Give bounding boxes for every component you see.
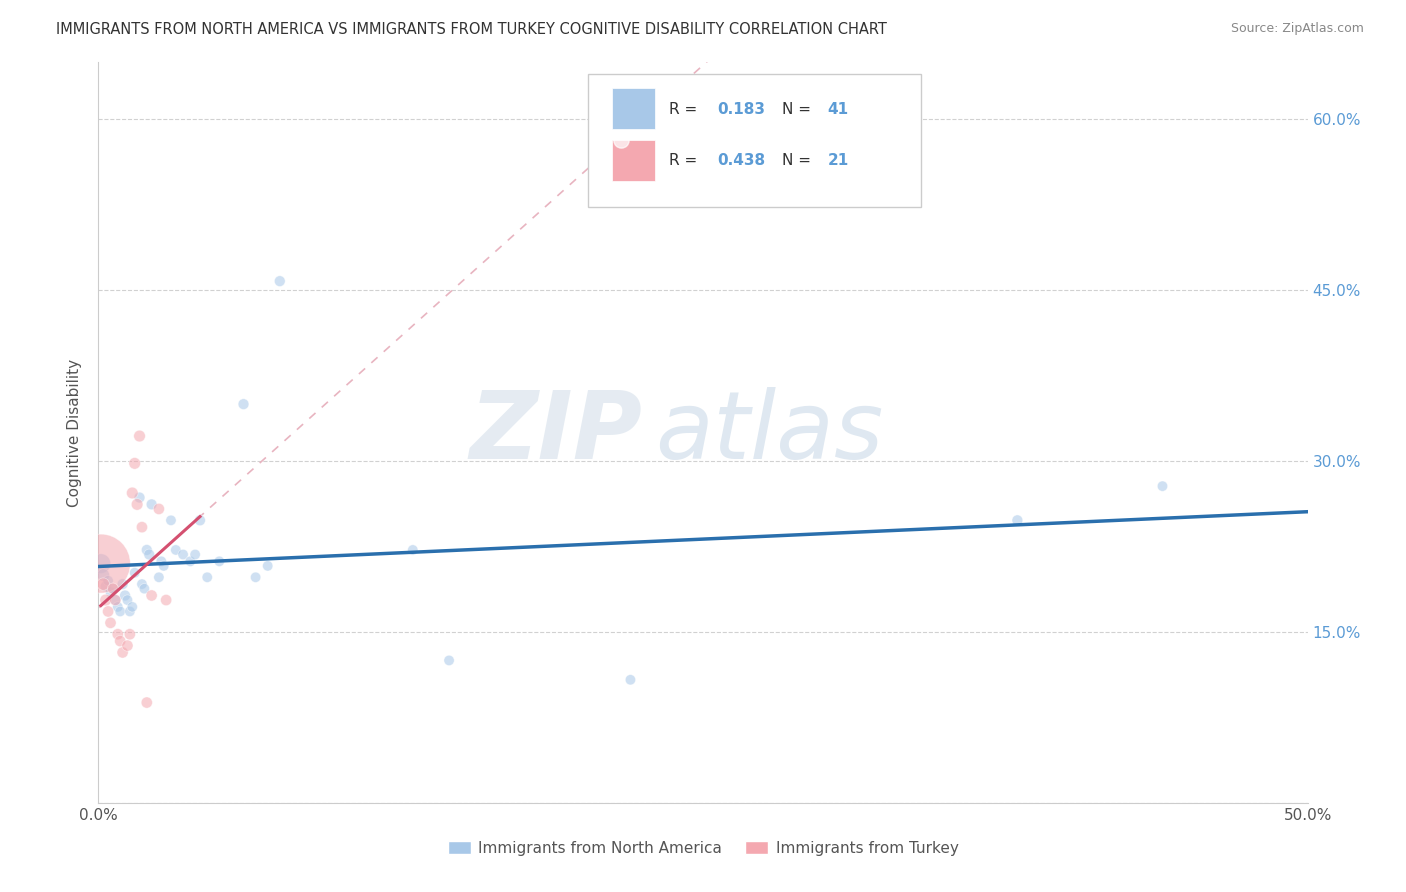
Point xyxy=(118,604,141,618)
Point xyxy=(150,554,173,568)
Point xyxy=(148,570,170,584)
Point xyxy=(155,593,177,607)
Point xyxy=(148,502,170,516)
Point xyxy=(128,429,150,443)
Text: Source: ZipAtlas.com: Source: ZipAtlas.com xyxy=(1230,22,1364,36)
FancyBboxPatch shape xyxy=(613,140,655,181)
Point xyxy=(117,593,139,607)
Point xyxy=(91,577,114,591)
Point xyxy=(107,599,129,614)
Point xyxy=(101,582,124,596)
Point xyxy=(91,568,114,582)
Point xyxy=(195,570,218,584)
Point xyxy=(188,513,211,527)
Text: atlas: atlas xyxy=(655,387,883,478)
Point xyxy=(101,582,124,596)
Legend: Immigrants from North America, Immigrants from Turkey: Immigrants from North America, Immigrant… xyxy=(441,835,965,862)
Point xyxy=(97,574,120,588)
Point xyxy=(256,558,278,573)
Text: ZIP: ZIP xyxy=(470,386,643,479)
Point xyxy=(135,696,157,710)
Point xyxy=(134,582,156,596)
Point xyxy=(124,566,146,580)
Text: N =: N = xyxy=(782,102,815,117)
Point xyxy=(128,491,150,505)
Point xyxy=(111,577,134,591)
Y-axis label: Cognitive Disability: Cognitive Disability xyxy=(67,359,83,507)
Point xyxy=(104,593,127,607)
Point xyxy=(245,570,267,584)
Text: R =: R = xyxy=(669,153,702,169)
Point xyxy=(121,486,143,500)
Point xyxy=(97,604,120,618)
Point xyxy=(117,639,139,653)
Text: R =: R = xyxy=(669,102,702,117)
Point xyxy=(104,593,127,607)
Point xyxy=(108,634,131,648)
Point xyxy=(232,397,254,411)
Point xyxy=(90,557,112,571)
Point xyxy=(179,554,201,568)
FancyBboxPatch shape xyxy=(613,88,655,129)
Point xyxy=(135,543,157,558)
Point xyxy=(208,554,231,568)
Point xyxy=(100,585,122,599)
Point xyxy=(1152,479,1174,493)
Point xyxy=(94,579,117,593)
Text: 0.183: 0.183 xyxy=(717,102,765,117)
Point xyxy=(107,627,129,641)
Point xyxy=(131,577,153,591)
Point xyxy=(138,548,160,562)
Point xyxy=(1007,513,1029,527)
Text: 21: 21 xyxy=(828,153,849,169)
Point xyxy=(172,548,194,562)
Point xyxy=(111,645,134,659)
Point xyxy=(184,548,207,562)
Text: 0.438: 0.438 xyxy=(717,153,766,169)
Point xyxy=(402,543,425,558)
Text: 41: 41 xyxy=(828,102,849,117)
Point xyxy=(269,274,291,288)
Point xyxy=(124,456,146,470)
FancyBboxPatch shape xyxy=(588,73,921,207)
Point xyxy=(437,653,460,667)
Point xyxy=(100,615,122,630)
Text: N =: N = xyxy=(782,153,815,169)
Point xyxy=(619,673,641,687)
Point xyxy=(160,513,183,527)
Point xyxy=(152,558,174,573)
Point xyxy=(121,599,143,614)
Point xyxy=(131,520,153,534)
Point xyxy=(108,604,131,618)
Point xyxy=(141,497,163,511)
Point xyxy=(90,557,112,571)
Point xyxy=(94,593,117,607)
Point xyxy=(114,589,136,603)
Point xyxy=(127,497,149,511)
Point xyxy=(118,627,141,641)
Point xyxy=(141,589,163,603)
Text: IMMIGRANTS FROM NORTH AMERICA VS IMMIGRANTS FROM TURKEY COGNITIVE DISABILITY COR: IMMIGRANTS FROM NORTH AMERICA VS IMMIGRA… xyxy=(56,22,887,37)
Point xyxy=(165,543,187,558)
